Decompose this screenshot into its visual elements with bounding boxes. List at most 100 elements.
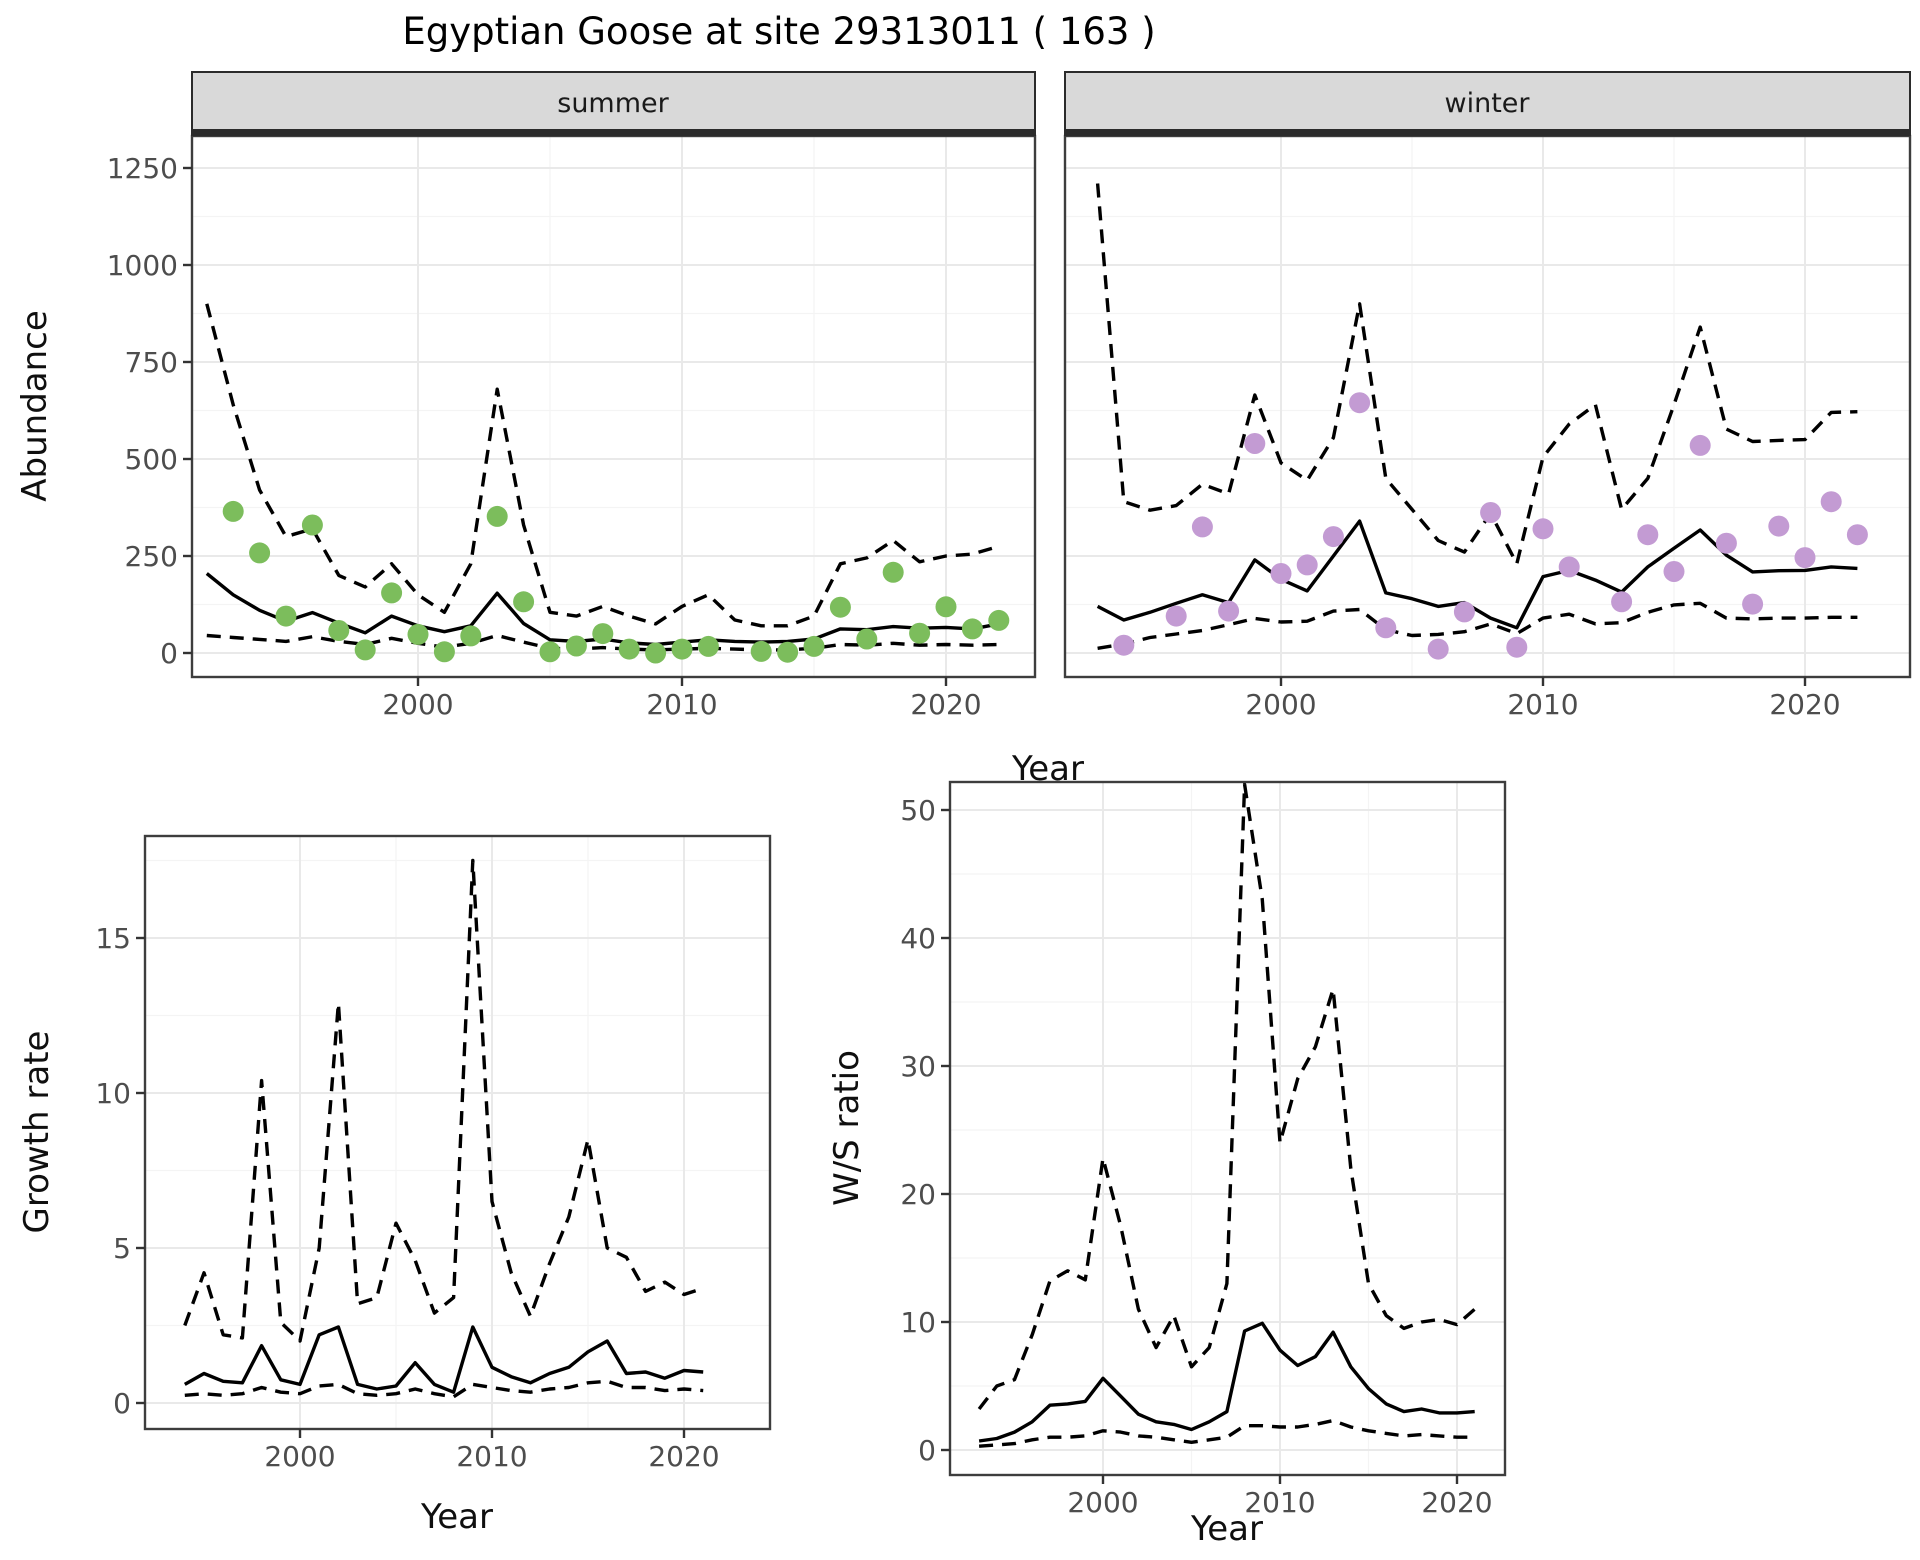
data-point [645, 642, 667, 664]
y-tick-label: 20 [900, 1178, 936, 1211]
data-point [539, 641, 561, 663]
data-point [1742, 593, 1764, 615]
data-point [513, 591, 535, 613]
fitted-line [1096, 519, 1858, 630]
data-point [1715, 532, 1737, 554]
x-tick-label: 2010 [456, 1440, 527, 1473]
facet-strip-winter: winter [1064, 71, 1911, 136]
lower-interval-line [206, 633, 999, 652]
data-point [935, 596, 957, 618]
panel-border [948, 780, 1507, 1477]
x-axis-title-year-growth: Year [420, 1497, 493, 1537]
data-point [697, 635, 719, 657]
data-point [1165, 605, 1187, 627]
facet-strip-summer: summer [191, 71, 1036, 136]
data-point [460, 625, 482, 647]
data-point [1689, 434, 1711, 456]
data-point [1191, 516, 1213, 538]
y-tick-label: 15 [95, 922, 131, 955]
panel-abundance-winter: 2000 2010 2020 [1063, 134, 1912, 721]
y-tick-label: 10 [95, 1077, 131, 1110]
data-point [750, 640, 772, 662]
strip-label-summer: summer [557, 88, 669, 119]
y-tick-label: 40 [900, 922, 936, 955]
strip-bar-summer [191, 130, 1036, 136]
x-tick-label: 2000 [264, 1440, 335, 1473]
y-tick-label: 1000 [107, 249, 178, 282]
y-tick-label: 5 [113, 1232, 131, 1265]
data-point [1611, 591, 1633, 613]
y-tick-label: 50 [900, 794, 936, 827]
x-tick-label: 2020 [1769, 688, 1840, 721]
y-tick-label: 0 [113, 1387, 131, 1420]
x-axis-title-year-top: Year [1011, 749, 1084, 789]
data-point [1113, 634, 1135, 656]
data-point [1846, 524, 1868, 546]
data-point [803, 635, 825, 657]
data-point [1270, 563, 1292, 584]
data-point [592, 623, 614, 645]
data-point [671, 638, 693, 660]
x-tick-label: 2010 [1244, 1486, 1315, 1519]
y-axis-title-ws: W/S ratio [827, 1050, 867, 1206]
y-tick-label: 10 [900, 1306, 936, 1339]
y-axis-title-abundance: Abundance [15, 310, 55, 502]
data-point [1506, 636, 1528, 658]
upper-interval-line [183, 858, 704, 1343]
y-tick-label: 30 [900, 1050, 936, 1083]
data-point [1349, 392, 1371, 414]
data-point [328, 620, 350, 641]
y-tick-label: 0 [918, 1434, 936, 1467]
x-tick-label: 2020 [648, 1440, 719, 1473]
panel-border [190, 134, 1037, 679]
y-tick-label: 250 [125, 540, 178, 573]
data-point [1296, 554, 1318, 576]
data-point [565, 635, 587, 657]
data-point [1480, 502, 1502, 523]
data-point [249, 542, 271, 564]
strip-rect-summer [191, 71, 1036, 131]
x-tick-label: 2000 [1067, 1486, 1138, 1519]
data-point [354, 639, 376, 661]
data-point [961, 618, 983, 640]
upper-interval-line [977, 782, 1476, 1411]
data-point [909, 622, 931, 644]
x-tick-label: 2010 [646, 688, 717, 721]
y-tick-label: 1250 [107, 152, 178, 185]
panel-abundance-summer: 2000 2010 2020 0 250 500 750 1000 1250 [107, 134, 1037, 721]
y-tick-label: 0 [160, 637, 178, 670]
data-point [433, 641, 455, 663]
data-point [1558, 556, 1580, 578]
data-point [829, 596, 851, 618]
data-point [1820, 491, 1842, 513]
chart-title: Egyptian Goose at site 29313011 ( 163 ) [402, 10, 1155, 53]
data-point [1768, 515, 1790, 537]
panel-growth-rate: 2000 2010 2020 0 5 10 15 [95, 834, 772, 1473]
data-point [1375, 617, 1397, 639]
data-point [222, 500, 244, 522]
y-tick-label: 750 [125, 346, 178, 379]
y-tick-label: 500 [125, 443, 178, 476]
data-point [407, 623, 429, 645]
data-point [618, 638, 640, 660]
lower-interval-line [184, 1379, 704, 1399]
data-point [1244, 433, 1266, 454]
fitted-line [183, 1325, 704, 1394]
data-point [882, 561, 904, 583]
data-point [1794, 547, 1816, 569]
x-tick-label: 2000 [1245, 688, 1316, 721]
panel-ws-ratio: 2000 2010 2020 0 10 20 30 40 50 [900, 780, 1507, 1519]
data-point [1322, 526, 1344, 548]
upper-interval-line [1095, 183, 1858, 566]
data-point [1453, 601, 1475, 623]
data-point [1218, 600, 1240, 622]
x-axis-title-year-ws: Year [1190, 1509, 1263, 1549]
data-point [486, 505, 508, 527]
data-point [1637, 524, 1659, 546]
data-point [856, 628, 878, 650]
data-point [777, 641, 799, 663]
data-point [988, 609, 1010, 631]
lower-interval-line [978, 1418, 1475, 1448]
data-point [1427, 638, 1449, 660]
